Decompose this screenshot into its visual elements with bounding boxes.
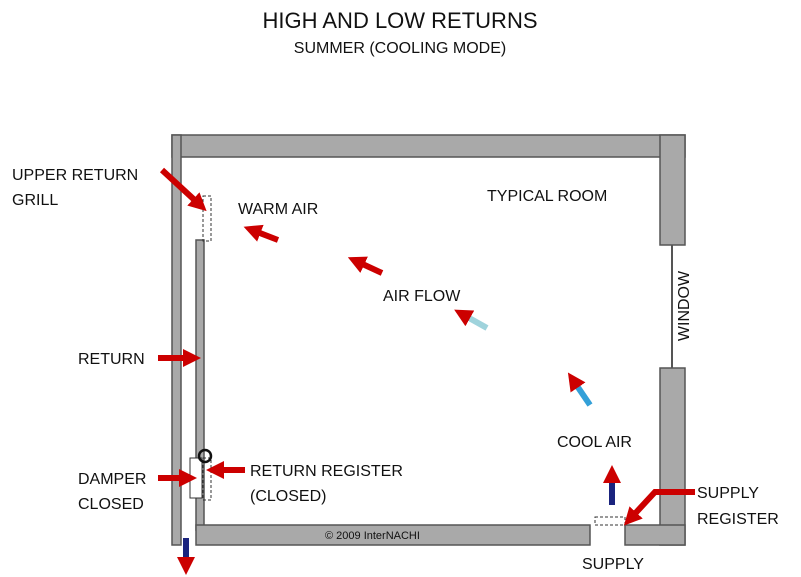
label: WINDOW (676, 270, 693, 341)
label: SUPPLY (697, 485, 759, 502)
copyright: © 2009 InterNACHI (325, 530, 420, 542)
arrows (158, 167, 695, 575)
label: RETURN REGISTER (250, 463, 403, 480)
label: CLOSED (78, 496, 144, 513)
walls (171, 134, 686, 546)
label: WARM AIR (238, 201, 318, 218)
label: AIR FLOW (383, 288, 461, 305)
label: TYPICAL ROOM (487, 188, 607, 205)
label: REGISTER (697, 511, 779, 528)
label: UPPER RETURN (12, 167, 138, 184)
title: HIGH AND LOW RETURNS (262, 8, 537, 33)
subtitle: SUMMER (COOLING MODE) (294, 40, 506, 57)
label: GRILL (12, 192, 58, 209)
label: COOL AIR (557, 434, 632, 451)
label: SUPPLY (582, 556, 644, 573)
label: (CLOSED) (250, 488, 326, 505)
label: RETURN (78, 351, 145, 368)
label: DAMPER (78, 471, 146, 488)
